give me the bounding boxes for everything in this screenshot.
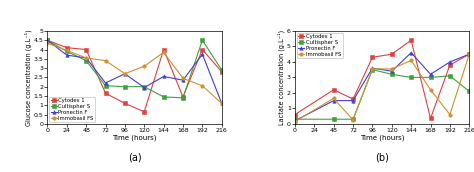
Pronectin F <box>45 39 50 41</box>
Cultispher S <box>200 39 205 41</box>
Immobasil FS <box>447 114 453 116</box>
Cultispher S <box>447 75 453 77</box>
Pronectin F <box>408 52 414 54</box>
Cultispher S <box>219 69 225 71</box>
Immobasil FS <box>122 73 128 75</box>
Cultispher S <box>292 118 298 120</box>
Immobasil FS <box>350 119 356 121</box>
Cytodex 1 <box>428 117 433 119</box>
Pronectin F <box>292 120 298 122</box>
Pronectin F <box>466 53 472 55</box>
Immobasil FS <box>83 57 89 59</box>
Cytodex 1 <box>141 111 147 113</box>
Immobasil FS <box>466 53 472 55</box>
X-axis label: Time (hours): Time (hours) <box>112 134 157 141</box>
Pronectin F <box>447 61 453 63</box>
Cytodex 1 <box>466 53 472 55</box>
Legend: Cytodex 1, Cultispher S, Pronectin F, Immobasil FS: Cytodex 1, Cultispher S, Pronectin F, Im… <box>297 33 343 58</box>
Pronectin F <box>103 82 109 84</box>
Cultispher S <box>428 76 433 78</box>
Cultispher S <box>83 60 89 62</box>
Immobasil FS <box>45 42 50 44</box>
Line: Cytodex 1: Cytodex 1 <box>293 39 471 120</box>
Pronectin F <box>389 70 395 72</box>
Pronectin F <box>180 79 186 81</box>
Cultispher S <box>370 69 375 71</box>
Pronectin F <box>219 102 225 104</box>
Cytodex 1 <box>200 49 205 51</box>
Cultispher S <box>331 118 337 120</box>
Cytodex 1 <box>292 114 298 116</box>
Cultispher S <box>64 50 70 52</box>
Cytodex 1 <box>447 64 453 66</box>
Pronectin F <box>141 87 147 89</box>
Cytodex 1 <box>83 49 89 51</box>
Line: Pronectin F: Pronectin F <box>46 39 223 105</box>
Line: Cultispher S: Cultispher S <box>293 68 471 121</box>
Immobasil FS <box>200 85 205 87</box>
Pronectin F <box>370 67 375 69</box>
Legend: Cytodex 1, Cultispher S, Pronectin F, Immobasil FS: Cytodex 1, Cultispher S, Pronectin F, Im… <box>49 97 95 122</box>
Cultispher S <box>103 85 109 87</box>
Pronectin F <box>83 57 89 59</box>
Cultispher S <box>180 97 186 99</box>
Cytodex 1 <box>180 96 186 98</box>
Cytodex 1 <box>389 53 395 55</box>
Immobasil FS <box>331 97 337 99</box>
Cytodex 1 <box>408 39 414 41</box>
Pronectin F <box>350 100 356 102</box>
Immobasil FS <box>389 68 395 70</box>
Cultispher S <box>408 76 414 78</box>
Immobasil FS <box>141 65 147 67</box>
X-axis label: Time (hours): Time (hours) <box>360 134 404 141</box>
Cytodex 1 <box>331 89 337 91</box>
Pronectin F <box>161 76 166 78</box>
Immobasil FS <box>292 120 298 122</box>
Title: (a): (a) <box>128 152 141 162</box>
Cultispher S <box>45 39 50 41</box>
Cytodex 1 <box>350 98 356 100</box>
Y-axis label: Lactate concentration (g.L⁻¹): Lactate concentration (g.L⁻¹) <box>278 30 285 125</box>
Line: Immobasil FS: Immobasil FS <box>46 41 223 105</box>
Immobasil FS <box>161 51 166 53</box>
Cytodex 1 <box>370 56 375 58</box>
Pronectin F <box>200 53 205 55</box>
Title: (b): (b) <box>375 152 389 162</box>
Pronectin F <box>64 54 70 56</box>
Cultispher S <box>350 118 356 120</box>
Cultispher S <box>141 86 147 88</box>
Line: Cytodex 1: Cytodex 1 <box>46 39 223 114</box>
Cultispher S <box>389 73 395 75</box>
Cultispher S <box>161 96 166 98</box>
Cytodex 1 <box>122 102 128 104</box>
Immobasil FS <box>64 49 70 51</box>
Immobasil FS <box>408 59 414 61</box>
Pronectin F <box>122 73 128 75</box>
Pronectin F <box>331 100 337 102</box>
Immobasil FS <box>103 60 109 62</box>
Cytodex 1 <box>219 71 225 73</box>
Line: Pronectin F: Pronectin F <box>293 51 471 122</box>
Immobasil FS <box>428 89 433 91</box>
Y-axis label: Glucose concentration (g.L⁻¹): Glucose concentration (g.L⁻¹) <box>25 29 32 126</box>
Immobasil FS <box>180 77 186 79</box>
Cultispher S <box>122 86 128 88</box>
Cytodex 1 <box>103 92 109 94</box>
Pronectin F <box>428 73 433 75</box>
Cytodex 1 <box>64 47 70 49</box>
Immobasil FS <box>370 68 375 70</box>
Cytodex 1 <box>161 49 166 51</box>
Line: Cultispher S: Cultispher S <box>46 39 223 100</box>
Cultispher S <box>466 90 472 92</box>
Immobasil FS <box>219 102 225 104</box>
Cytodex 1 <box>45 39 50 41</box>
Line: Immobasil FS: Immobasil FS <box>293 52 471 123</box>
